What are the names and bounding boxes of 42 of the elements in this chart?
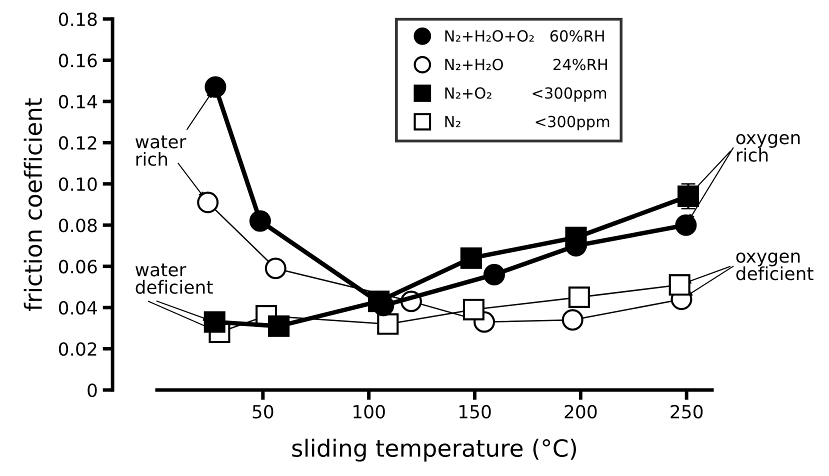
- point: [249, 210, 271, 232]
- legend-label: N₂ <300ppm: [445, 116, 610, 130]
- point: [264, 258, 286, 280]
- y-tick-label: 0.18: [58, 12, 97, 26]
- annotation: oxygen rich: [736, 134, 800, 162]
- y-tick-label: 0.12: [58, 136, 96, 150]
- y-tick-label: 0.02: [58, 342, 96, 356]
- point: [678, 185, 700, 208]
- x-axis-title: sliding temperature (°C): [292, 438, 576, 462]
- annotation: water rich: [136, 136, 186, 166]
- point: [675, 214, 697, 236]
- y-tick-label: 0.14: [58, 94, 97, 109]
- point: [568, 286, 590, 308]
- y-tick-label: 0.06: [58, 260, 97, 274]
- y-tick-label: 0.08: [58, 218, 97, 232]
- point: [462, 298, 484, 320]
- annotation: oxygen deficient: [736, 252, 814, 280]
- point: [268, 315, 290, 337]
- legend-label: N₂+H₂O 24%RH: [445, 58, 607, 70]
- y-tick-label: 0.04: [58, 301, 97, 315]
- point: [204, 76, 226, 98]
- point: [668, 274, 690, 296]
- point: [377, 313, 399, 335]
- point: [368, 290, 390, 312]
- legend-label: N₂+O₂ <300ppm: [445, 87, 606, 102]
- point: [197, 192, 219, 214]
- x-tick-label: 250: [670, 404, 703, 419]
- x-tick-label: 200: [564, 404, 597, 419]
- y-axis-title: friction coefficient: [24, 98, 42, 311]
- y-tick-label: 0.16: [58, 54, 97, 68]
- x-tick-label: 50: [252, 404, 274, 419]
- y-tick-label: 0.10: [58, 177, 97, 192]
- point: [562, 309, 584, 331]
- legend-label: N₂+H₂O+O₂ 60%RH: [445, 30, 604, 42]
- y-tick-label: 0: [88, 383, 97, 398]
- point: [460, 247, 482, 269]
- point: [483, 264, 506, 286]
- point: [204, 311, 226, 333]
- x-tick-label: 150: [460, 404, 491, 419]
- x-tick-label: 100: [354, 404, 385, 419]
- point: [565, 226, 587, 248]
- annotation: water deficient: [136, 264, 213, 294]
